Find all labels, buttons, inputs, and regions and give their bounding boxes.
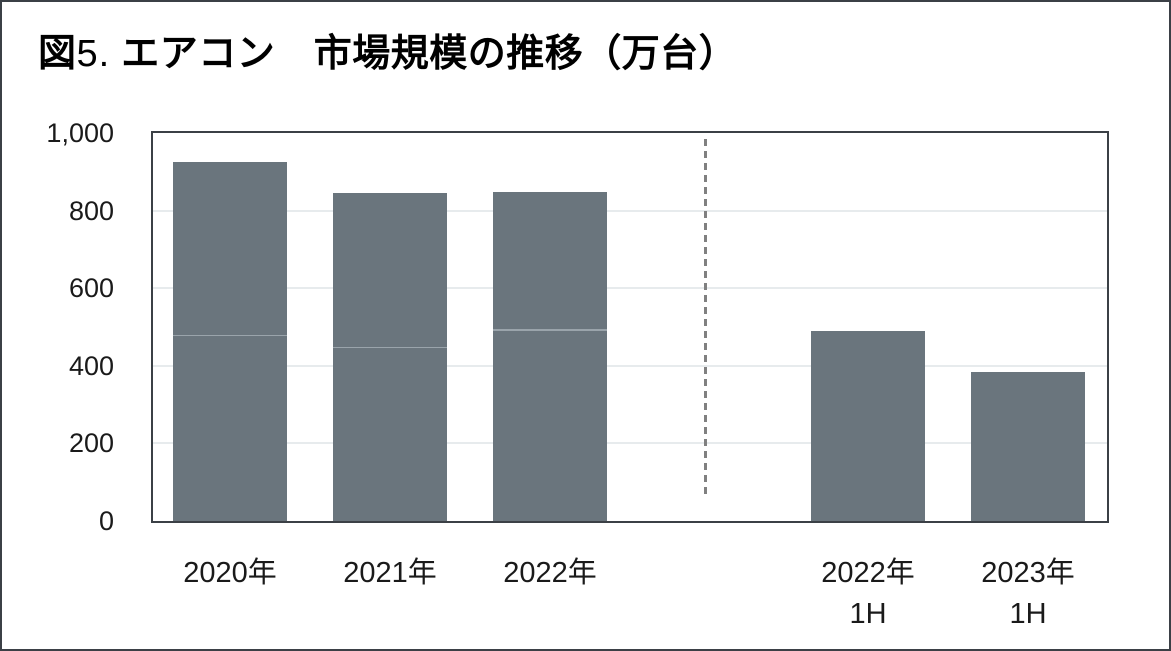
figure-label: 図 xyxy=(38,33,77,75)
x-label-2022年: 2022年 xyxy=(450,553,650,594)
y-tick-label-0: 0 xyxy=(98,506,114,536)
x-label-year: 2022年 xyxy=(821,557,915,589)
chart-title-text: エアコン 市場規模の推移（万台） xyxy=(121,33,738,75)
bar-2023年-1H xyxy=(971,372,1085,521)
x-label-2021年: 2021年 xyxy=(290,553,490,594)
chart-title: 図5. エアコン 市場規模の推移（万台） xyxy=(38,28,737,80)
x-label-half: 1H xyxy=(1009,598,1047,630)
plot-area xyxy=(151,131,1109,523)
bar-segment-divider xyxy=(493,329,607,331)
y-tick-label-1000: 1,000 xyxy=(46,118,114,148)
y-tick-label-200: 200 xyxy=(68,428,114,459)
group-separator-dashed-line xyxy=(704,139,707,499)
x-label-year: 2022年 xyxy=(503,557,597,589)
gridline-600 xyxy=(153,287,1107,290)
x-label-2020年: 2020年 xyxy=(130,553,330,594)
figure-number: 5. xyxy=(76,33,111,75)
x-label-year: 2023年 xyxy=(981,557,1075,589)
gridline-200 xyxy=(153,442,1107,445)
bar-segment-divider xyxy=(333,346,447,349)
x-label-year: 2021年 xyxy=(343,557,437,589)
x-label-2023年-1H: 2023年 1H xyxy=(928,553,1128,635)
y-tick-label-400: 400 xyxy=(68,350,114,381)
bar-2021年 xyxy=(333,192,447,521)
gridline-400 xyxy=(153,364,1107,367)
y-tick-label-600: 600 xyxy=(68,273,114,304)
x-label-half: 1H xyxy=(849,598,887,630)
x-label-2022年-1H: 2022年 1H xyxy=(768,553,968,635)
bar-2022年-1H xyxy=(811,330,925,521)
bar-2022年 xyxy=(493,191,607,521)
bar-2020年 xyxy=(173,162,287,521)
x-label-year: 2020年 xyxy=(183,557,277,589)
y-tick-label-800: 800 xyxy=(68,195,114,226)
bar-segment-divider xyxy=(173,334,287,337)
gridline-800 xyxy=(153,209,1107,212)
